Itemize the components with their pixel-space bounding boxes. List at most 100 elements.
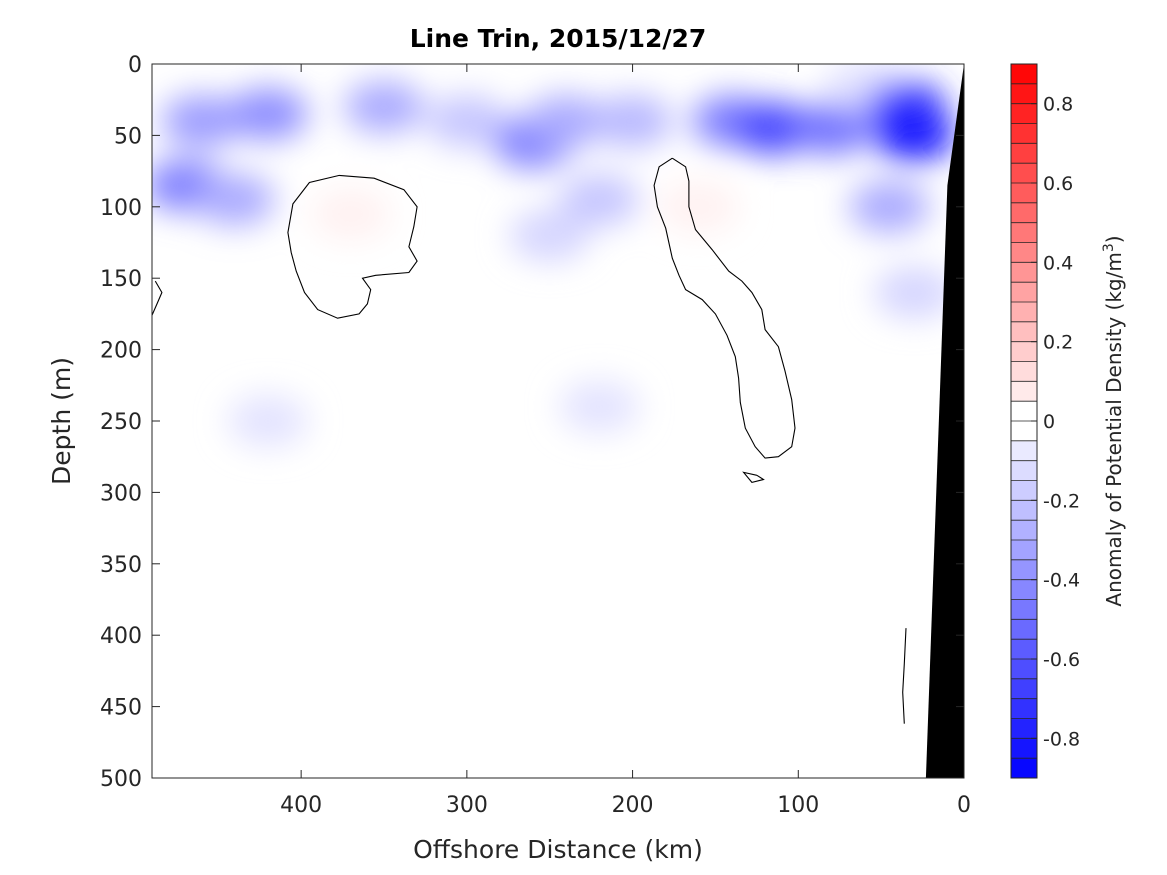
- colorbar-tick-label: -0.8: [1043, 728, 1080, 750]
- colorbar-segment: [1011, 143, 1037, 164]
- colorbar-segment: [1011, 718, 1037, 739]
- colorbar-tick-label: -0.6: [1043, 649, 1080, 671]
- field-blobs: [152, 64, 955, 447]
- colorbar-tick-label: 0.4: [1043, 252, 1073, 274]
- colorbar-segment: [1011, 103, 1037, 124]
- colorbar-segment: [1011, 698, 1037, 719]
- x-tick-label: 400: [280, 793, 322, 818]
- colorbar-label: Anomaly of Potential Density (kg/m3): [1101, 235, 1126, 606]
- colorbar-segment: [1011, 460, 1037, 481]
- y-axis: 0 50 100 150 200 250 300 350 400 450 500: [100, 53, 964, 792]
- y-tick-label: 0: [128, 53, 142, 78]
- anomaly-blob: [426, 95, 507, 148]
- colorbar-segment: [1011, 619, 1037, 640]
- colorbar-segment: [1011, 738, 1037, 759]
- colorbar-segment: [1011, 401, 1037, 422]
- colorbar-segment: [1011, 599, 1037, 620]
- colorbar-segment: [1011, 262, 1037, 283]
- zero-contour-line: [653, 157, 796, 459]
- colorbar-tick-label: 0: [1043, 411, 1055, 433]
- x-tick-label: 200: [612, 793, 654, 818]
- anomaly-blob: [658, 180, 739, 233]
- colorbar-segment: [1011, 500, 1037, 521]
- x-tick-label: 100: [777, 793, 819, 818]
- x-axis: 400 300 200 100 0: [280, 64, 971, 818]
- colorbar-segment: [1011, 381, 1037, 402]
- colorbar-segment: [1011, 83, 1037, 105]
- y-tick-label: 150: [100, 267, 142, 292]
- bathymetry-seafloor: [925, 64, 964, 778]
- anomaly-blob: [509, 209, 590, 262]
- zero-contour-line: [152, 280, 163, 316]
- y-tick-label: 500: [100, 767, 142, 792]
- colorbar-segment: [1011, 579, 1037, 600]
- y-tick-label: 100: [100, 196, 142, 221]
- colorbar-tick-label: -0.2: [1043, 490, 1080, 512]
- anomaly-blob: [559, 173, 640, 226]
- colorbar-tick-label: 0.8: [1043, 94, 1073, 116]
- colorbar-label-main: Anomaly of Potential Density (kg/m: [1102, 252, 1126, 606]
- colorbar-segment: [1011, 341, 1037, 362]
- zero-contour-line: [742, 471, 765, 484]
- colorbar-segment: [1011, 440, 1037, 462]
- colorbar-segment: [1011, 282, 1037, 303]
- colorbar-segment: [1011, 540, 1037, 561]
- colorbar-tick-label: 0.2: [1043, 332, 1073, 354]
- colorbar-segment: [1011, 520, 1037, 541]
- y-axis-label: Depth (m): [47, 357, 76, 485]
- colorbar-segment: [1011, 123, 1037, 144]
- anomaly-blob: [874, 109, 955, 162]
- colorbar-tick-label: -0.4: [1043, 570, 1080, 592]
- colorbar-segment: [1011, 222, 1037, 243]
- anomaly-blob: [228, 87, 308, 140]
- y-tick-label: 50: [114, 124, 142, 149]
- anomaly-blob: [874, 266, 955, 319]
- colorbar-segment: [1011, 421, 1037, 442]
- colorbar-segment: [1011, 163, 1037, 184]
- anomaly-field: [152, 64, 955, 447]
- colorbar-segment: [1011, 302, 1037, 323]
- zero-contours: [152, 157, 907, 724]
- colorbar-label-superscript: 3: [1101, 243, 1117, 252]
- colorbar-segment: [1011, 480, 1037, 501]
- plot-area: [151, 63, 965, 779]
- zero-contour-line: [902, 628, 907, 724]
- colorbar-segment: [1011, 758, 1037, 779]
- colorbar-segment: [1011, 678, 1037, 700]
- colorbar-label-suffix: ): [1102, 235, 1126, 243]
- colorbar-segment: [1011, 559, 1037, 581]
- colorbar-segment: [1011, 183, 1037, 204]
- colorbar-segment: [1011, 639, 1037, 660]
- x-tick-label: 0: [957, 793, 971, 818]
- colorbar-segment: [1011, 321, 1037, 343]
- colorbar-segment: [1011, 361, 1037, 382]
- anomaly-blob: [194, 173, 275, 226]
- colorbar-segment: [1011, 242, 1037, 263]
- anomaly-blob: [592, 95, 673, 148]
- zero-contour-line: [287, 174, 418, 319]
- anomaly-blob: [559, 380, 640, 433]
- anomaly-blob: [526, 95, 607, 148]
- y-tick-label: 300: [100, 481, 142, 506]
- x-tick-label: 300: [446, 793, 488, 818]
- colorbar-segment: [1011, 202, 1037, 224]
- anomaly-blob: [791, 102, 872, 155]
- anomaly-blob: [161, 95, 242, 148]
- x-axis-label: Offshore Distance (km): [413, 835, 703, 864]
- y-tick-label: 250: [100, 410, 142, 435]
- chart-title: Line Trin, 2015/12/27: [410, 24, 707, 53]
- anomaly-blob: [310, 187, 391, 240]
- y-tick-label: 200: [100, 339, 142, 364]
- anomaly-blob: [344, 80, 424, 133]
- y-tick-label: 400: [100, 624, 142, 649]
- colorbar: 0.8 0.6 0.4 0.2 0 -0.2 -0.4 -0.6 -0.8: [1010, 63, 1080, 779]
- colorbar-segment: [1011, 64, 1037, 85]
- colorbar-tick-label: 0.6: [1043, 173, 1073, 195]
- y-tick-label: 350: [100, 553, 142, 578]
- anomaly-blob: [733, 102, 814, 155]
- colorbar-segment: [1011, 659, 1037, 680]
- y-tick-label: 450: [100, 696, 142, 721]
- anomaly-blob: [228, 395, 308, 447]
- anomaly-blob: [849, 180, 930, 233]
